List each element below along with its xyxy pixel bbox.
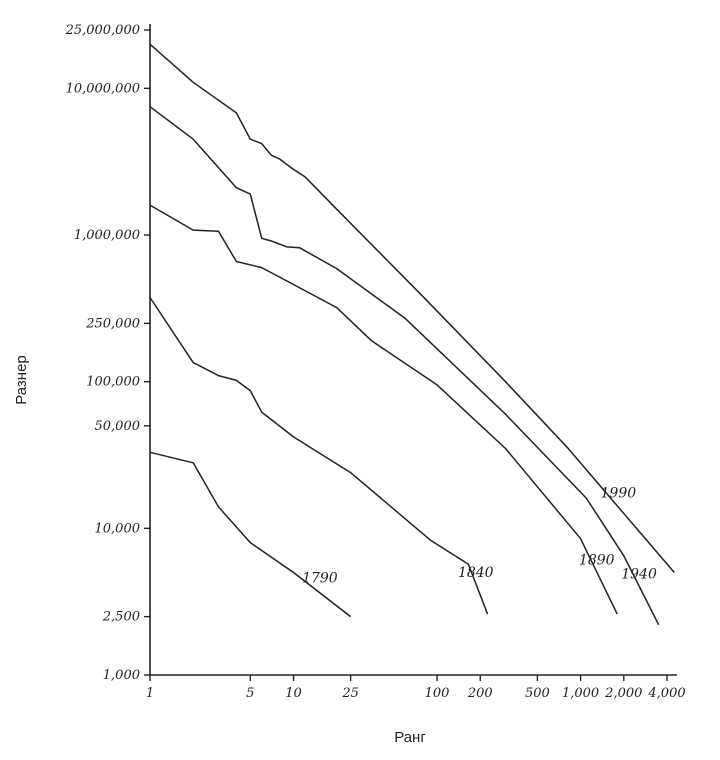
series-label-1890: 1890 — [579, 552, 615, 568]
series-line-1940 — [149, 106, 660, 626]
series-line-1840 — [149, 297, 489, 615]
y-tick-label: 50,000 — [95, 419, 141, 434]
x-axis-title: Ранг — [394, 729, 426, 746]
x-tick-label: 1,000 — [562, 686, 599, 701]
x-tick-label: 10 — [285, 686, 302, 701]
y-tick-label: 10,000 — [95, 521, 141, 536]
series-line-1790 — [149, 451, 352, 618]
y-tick-label: 25,000,000 — [65, 23, 140, 38]
x-tick-label: 4,000 — [647, 686, 685, 701]
x-tick-label: 100 — [425, 686, 450, 701]
series-group: 1790 1840 1890 1940 1990 — [149, 43, 675, 626]
series-line-1990 — [149, 43, 675, 573]
series-label-1990: 1990 — [601, 486, 637, 502]
x-tick-label: 500 — [525, 686, 550, 701]
y-axis-title: Разнер — [13, 355, 30, 405]
x-tick-label: 5 — [246, 686, 254, 701]
y-tick-label: 2,500 — [102, 610, 140, 625]
x-tick-label: 1 — [146, 686, 154, 701]
x-tick-label: 200 — [467, 686, 493, 701]
series-line-1890 — [149, 204, 618, 615]
y-tick-label: 100,000 — [86, 375, 140, 390]
x-tick-label: 25 — [341, 686, 359, 701]
series-label-1790: 1790 — [302, 571, 338, 587]
y-ticks: 25,000,000 10,000,000 1,000,000 250,000 100,… — [65, 23, 150, 683]
y-tick-label: 1,000 — [103, 668, 140, 683]
y-tick-label: 250,000 — [85, 316, 140, 331]
axes — [149, 24, 677, 676]
y-tick-label: 1,000,000 — [74, 228, 140, 243]
series-label-1940: 1940 — [621, 566, 657, 582]
x-ticks: 1 5 10 25 100 200 500 1,000 2,000 4,000 — [146, 675, 686, 701]
series-label-1840: 1840 — [458, 565, 494, 581]
x-tick-label: 2,000 — [604, 686, 642, 701]
y-tick-label: 10,000,000 — [66, 81, 140, 96]
